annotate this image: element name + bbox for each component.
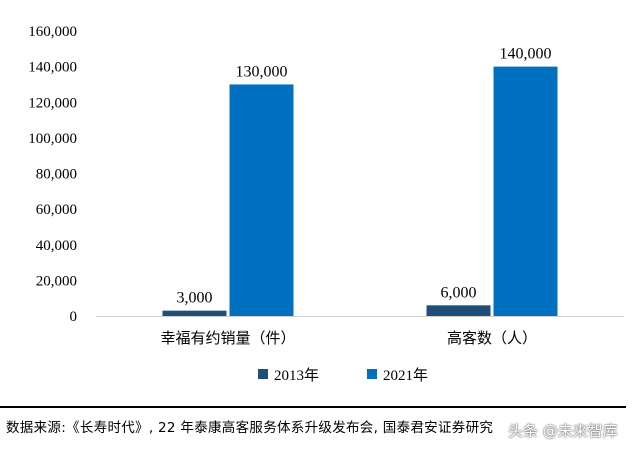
x-category-label: 高客数（人）: [447, 329, 537, 347]
legend-item-2021: 2021年: [367, 364, 428, 385]
bar-0-1: [426, 305, 491, 316]
watermark-text: 头条 @未来智库: [508, 422, 618, 440]
y-tick-label: 160,000: [28, 24, 77, 40]
watermark: 头条 @未来智库: [508, 420, 618, 441]
bars-group: [162, 66, 558, 316]
y-tick-label: 120,000: [28, 95, 77, 111]
y-tick-label: 40,000: [36, 238, 77, 254]
source-divider: [0, 406, 626, 408]
legend-label-2013: 2013年: [274, 367, 320, 384]
legend-label-2021: 2021年: [383, 367, 429, 384]
legend-swatch-2021: [367, 369, 378, 379]
bar-chart: 0 20,000 40,000 60,000 80,000 100,000 120,000 1…: [28, 24, 624, 347]
data-label-1-0: 130,000: [236, 63, 288, 80]
data-label-1-1: 140,000: [500, 46, 552, 63]
data-label-0-1: 6,000: [441, 284, 477, 301]
y-tick-label: 100,000: [28, 131, 77, 147]
bar-1-0: [229, 84, 294, 316]
data-label-0-0: 3,000: [177, 290, 213, 307]
legend-swatch-2013: [258, 369, 268, 379]
data-labels-group: 3,000 130,000 6,000 140,000: [177, 46, 552, 307]
y-tick-label: 140,000: [28, 60, 77, 76]
y-tick-label: 60,000: [36, 202, 77, 218]
y-tick-label: 80,000: [36, 167, 77, 183]
x-category-label: 幸福有约销量（件）: [160, 329, 295, 347]
y-axis: 0 20,000 40,000 60,000 80,000 100,000 120,000 1…: [28, 24, 77, 325]
x-axis-categories: 幸福有约销量（件） 高客数（人）: [160, 329, 537, 347]
y-tick-label: 20,000: [36, 273, 77, 289]
legend: 2013年 2021年: [258, 364, 428, 384]
source-note: 数据来源:《长寿时代》, 22 年泰康高客服务体系升级发布会, 国泰君安证券研究: [6, 420, 494, 436]
bar-1-1: [493, 66, 558, 316]
y-tick-label: 0: [70, 309, 78, 325]
bar-0-0: [162, 310, 227, 316]
legend-item-2013: 2013年: [258, 364, 319, 385]
